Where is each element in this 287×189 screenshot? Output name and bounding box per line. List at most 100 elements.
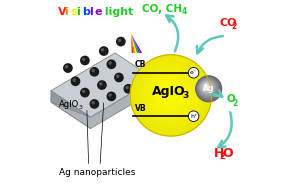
Text: AgIO: AgIO (59, 100, 80, 109)
Circle shape (64, 64, 72, 72)
Circle shape (203, 84, 210, 90)
Circle shape (139, 64, 202, 127)
Circle shape (102, 49, 104, 51)
Circle shape (126, 87, 128, 89)
Text: VB: VB (135, 104, 147, 113)
Polygon shape (131, 34, 137, 53)
Circle shape (155, 80, 183, 109)
Circle shape (146, 70, 194, 119)
Circle shape (146, 71, 193, 118)
Circle shape (188, 111, 199, 122)
Text: O: O (227, 94, 235, 104)
Circle shape (203, 83, 210, 90)
Text: 2: 2 (232, 22, 237, 31)
Circle shape (130, 55, 212, 136)
Circle shape (132, 57, 209, 134)
Circle shape (140, 65, 201, 125)
Circle shape (188, 67, 199, 78)
Circle shape (66, 66, 68, 68)
Circle shape (71, 77, 79, 85)
Circle shape (204, 84, 209, 89)
Circle shape (201, 81, 214, 94)
Circle shape (100, 47, 108, 55)
Circle shape (143, 68, 197, 122)
Text: 3: 3 (182, 91, 188, 100)
Polygon shape (131, 34, 139, 53)
Circle shape (202, 82, 212, 93)
Circle shape (197, 77, 220, 100)
Text: 2: 2 (233, 98, 238, 108)
Circle shape (135, 60, 206, 131)
Text: V: V (57, 7, 66, 17)
Circle shape (124, 85, 133, 93)
Text: e⁻: e⁻ (190, 70, 197, 75)
Circle shape (160, 86, 177, 102)
Circle shape (200, 80, 215, 95)
Circle shape (90, 68, 98, 76)
Text: Ag nanoparticles: Ag nanoparticles (59, 168, 135, 177)
Circle shape (196, 76, 221, 101)
Text: 4: 4 (181, 7, 187, 16)
Circle shape (159, 84, 179, 105)
Circle shape (201, 81, 213, 93)
Text: CO: CO (219, 18, 236, 28)
Text: O: O (222, 147, 233, 160)
Circle shape (119, 39, 121, 41)
Circle shape (163, 89, 173, 99)
Text: i: i (76, 7, 80, 17)
Circle shape (81, 56, 89, 65)
Circle shape (201, 81, 214, 94)
Circle shape (197, 77, 220, 101)
Circle shape (199, 79, 216, 96)
Circle shape (160, 85, 178, 103)
Polygon shape (131, 34, 133, 53)
Circle shape (149, 74, 190, 115)
Circle shape (117, 37, 125, 46)
Polygon shape (51, 53, 155, 117)
Text: l: l (89, 7, 92, 17)
Circle shape (100, 83, 102, 85)
Circle shape (162, 87, 176, 101)
Text: H: H (214, 147, 224, 160)
Circle shape (200, 80, 216, 96)
Circle shape (203, 83, 211, 91)
Circle shape (73, 79, 75, 81)
Text: CB: CB (135, 60, 146, 69)
Circle shape (167, 93, 169, 95)
Text: s: s (70, 7, 77, 17)
Circle shape (133, 58, 208, 133)
Polygon shape (51, 79, 155, 129)
Text: b: b (82, 7, 90, 17)
Circle shape (198, 78, 218, 99)
Circle shape (197, 77, 219, 99)
Polygon shape (131, 34, 135, 53)
Circle shape (141, 66, 199, 125)
Polygon shape (131, 34, 140, 53)
Circle shape (157, 82, 181, 107)
Circle shape (166, 92, 170, 96)
Circle shape (198, 78, 218, 98)
Circle shape (151, 76, 188, 113)
Circle shape (109, 62, 111, 64)
Circle shape (156, 81, 182, 108)
Circle shape (199, 79, 217, 98)
Circle shape (90, 100, 98, 108)
Circle shape (117, 75, 119, 77)
Circle shape (164, 90, 172, 98)
Circle shape (152, 77, 187, 112)
Circle shape (107, 92, 116, 101)
Text: Ag: Ag (203, 84, 214, 93)
Circle shape (165, 91, 171, 97)
Circle shape (144, 70, 195, 120)
Circle shape (202, 83, 211, 91)
Circle shape (205, 85, 208, 88)
Text: i: i (64, 7, 67, 17)
Circle shape (134, 59, 207, 132)
Circle shape (153, 78, 185, 111)
Circle shape (81, 88, 89, 97)
Circle shape (154, 79, 184, 110)
Circle shape (205, 85, 207, 87)
Circle shape (202, 82, 212, 92)
Text: 3: 3 (78, 105, 82, 110)
Circle shape (92, 70, 94, 72)
